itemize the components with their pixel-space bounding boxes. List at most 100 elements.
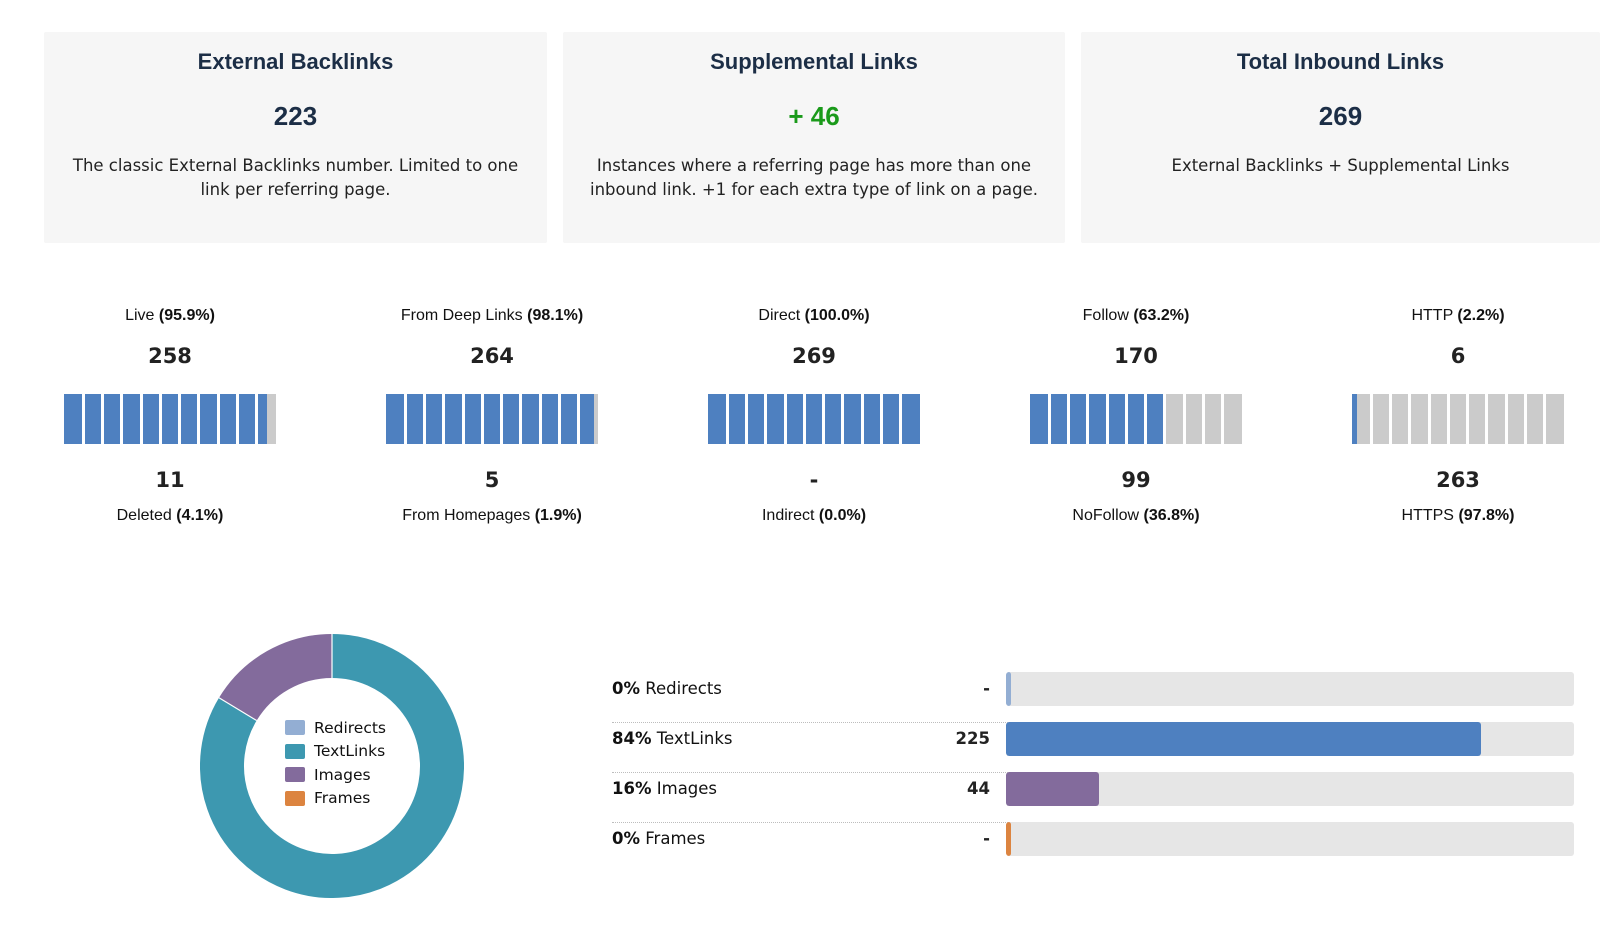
gauge-bottom-label: From Homepages (1.9%) — [402, 507, 582, 524]
bar-count: - — [983, 679, 990, 698]
legend-item-frames: Frames — [285, 787, 386, 811]
gauge-segment-separator — [500, 394, 504, 444]
legend-item-images: Images — [285, 763, 386, 787]
gauge-segment-separator — [538, 394, 542, 444]
gauge-segment-separator — [745, 394, 749, 444]
gauge-segment-separator — [725, 394, 729, 444]
donut-legend: Redirects TextLinks Images Frames — [285, 716, 386, 810]
card-description: The classic External Backlinks number. L… — [72, 156, 519, 199]
gauge-segment-separator — [255, 394, 259, 444]
gauge-segment-separator — [120, 394, 124, 444]
gauge-bar — [1030, 394, 1242, 444]
bar-label: 16% Images — [612, 779, 718, 798]
gauge-bottom-label: Indirect (0.0%) — [761, 507, 867, 524]
gauge-segment-separator — [899, 394, 903, 444]
gauge-bottom-label: NoFollow (36.8%) — [1072, 507, 1200, 524]
bar-row-textlinks: 84% TextLinks 225 — [612, 722, 1574, 773]
gauge-segment-separator — [1446, 394, 1450, 444]
gauge-segment-separator — [1124, 394, 1128, 444]
gauge-segment-separator — [1086, 394, 1090, 444]
gauge-bottom-count: 5 — [484, 468, 500, 492]
bar-row-images: 16% Images 44 — [612, 772, 1574, 823]
gauge-segment-separator — [1105, 394, 1109, 444]
gauge-segment-separator — [480, 394, 484, 444]
gauge-segment-separator — [1427, 394, 1431, 444]
legend-label: TextLinks — [314, 742, 386, 761]
legend-label: Redirects — [314, 718, 386, 737]
gauge-top-count: 6 — [1450, 344, 1466, 368]
card-title: Total Inbound Links — [1236, 49, 1445, 74]
bar-fill — [1006, 772, 1099, 806]
gauge-segment-separator — [1047, 394, 1051, 444]
gauge-bottom-count: 99 — [1121, 468, 1151, 492]
gauge-segment-separator — [557, 394, 561, 444]
bar-track — [1006, 672, 1574, 706]
gauge-top-count: 258 — [148, 344, 192, 368]
gauge-top-count: 264 — [470, 344, 514, 368]
gauge-segment-separator — [1201, 394, 1205, 444]
gauge-segment-separator — [519, 394, 523, 444]
gauge-segment-separator — [841, 394, 845, 444]
gauge-segment-separator — [423, 394, 427, 444]
bar-count: 44 — [967, 779, 990, 798]
gauge-segment-separator — [235, 394, 239, 444]
bar-fill — [1006, 822, 1011, 856]
gauge-bar — [708, 394, 920, 444]
gauge-segment-separator — [178, 394, 182, 444]
bar-label: 0% Frames — [612, 829, 706, 848]
bar-row-redirects: 0% Redirects - — [612, 672, 1574, 723]
gauge-segment-separator — [1466, 394, 1470, 444]
gauge-bottom-count: - — [809, 468, 819, 492]
legend-swatch — [285, 790, 305, 806]
bar-label: 84% TextLinks — [612, 729, 733, 748]
gauge-fill — [1352, 394, 1357, 444]
gauge-follow-nofollow: Follow (63.2%) 170 99 NoFollow (36.8%) — [996, 306, 1276, 526]
card-value: + 46 — [788, 101, 840, 131]
bar-track — [1006, 722, 1574, 756]
card-value: 223 — [273, 101, 318, 131]
gauge-bottom-label: Deleted (4.1%) — [116, 507, 224, 524]
card-total-inbound-links: Total Inbound Links 269 External Backlin… — [1081, 32, 1600, 243]
gauge-bottom-count: 11 — [155, 468, 185, 492]
legend-item-textlinks: TextLinks — [285, 740, 386, 764]
gauge-segment-separator — [461, 394, 465, 444]
gauge-segment-separator — [1485, 394, 1489, 444]
bar-fill — [1006, 672, 1011, 706]
gauge-segment-separator — [860, 394, 864, 444]
gauge-segment-separator — [442, 394, 446, 444]
link-type-bar-chart: 0% Redirects - 84% TextLinks 225 16% Ima… — [612, 672, 1574, 872]
gauge-top-label: Direct (100.0%) — [758, 307, 870, 324]
gauge-segment-separator — [1369, 394, 1373, 444]
gauge-segment-separator — [822, 394, 826, 444]
gauge-segment-separator — [577, 394, 581, 444]
bar-fill — [1006, 722, 1482, 756]
donut-slice-images — [218, 634, 333, 722]
gauge-bar — [64, 394, 276, 444]
card-description: External Backlinks + Supplemental Links — [1171, 156, 1510, 175]
gauge-segment-separator — [1163, 394, 1167, 444]
gauge-http-https: HTTP (2.2%) 6 263 HTTPS (97.8%) — [1318, 306, 1598, 526]
bar-count: - — [983, 829, 990, 848]
card-description: Instances where a referring page has mor… — [590, 156, 1038, 199]
link-type-donut-chart — [200, 634, 464, 898]
gauge-segment-separator — [158, 394, 162, 444]
gauge-fill — [1030, 394, 1164, 444]
summary-cards: External Backlinks 223 The classic Exter… — [44, 32, 1600, 243]
gauge-direct-indirect: Direct (100.0%) 269 - Indirect (0.0%) — [674, 306, 954, 526]
gauge-fill — [708, 394, 920, 444]
gauge-bar — [1352, 394, 1564, 444]
card-external-backlinks: External Backlinks 223 The classic Exter… — [44, 32, 547, 243]
bar-label: 0% Redirects — [612, 679, 722, 698]
legend-swatch — [285, 720, 305, 736]
gauge-segment-separator — [1144, 394, 1148, 444]
gauge-segment-separator — [1389, 394, 1393, 444]
gauge-segment-separator — [1523, 394, 1527, 444]
bar-track — [1006, 822, 1574, 856]
gauge-segment-separator — [81, 394, 85, 444]
legend-item-redirects: Redirects — [285, 716, 386, 740]
gauge-segment-separator — [139, 394, 143, 444]
gauge-segment-separator — [879, 394, 883, 444]
gauge-segment-separator — [1221, 394, 1225, 444]
bar-row-frames: 0% Frames - — [612, 822, 1574, 872]
gauge-top-label: Follow (63.2%) — [1082, 307, 1190, 324]
